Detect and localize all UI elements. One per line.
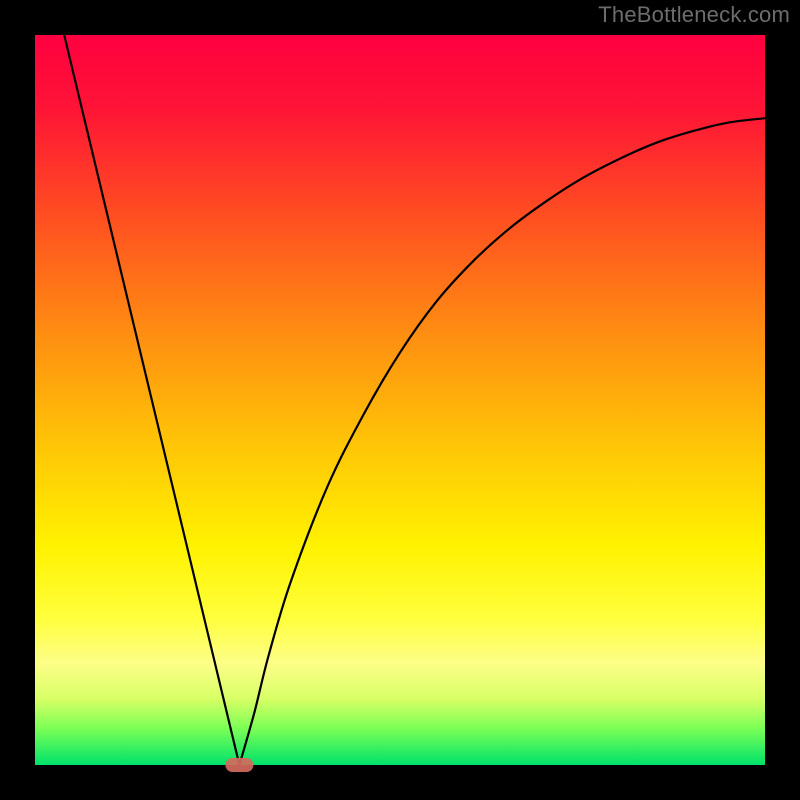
figure-container: TheBottleneck.com <box>0 0 800 800</box>
watermark-text: TheBottleneck.com <box>598 2 790 28</box>
plot-panel <box>35 35 765 765</box>
vertex-marker <box>225 758 253 772</box>
bottleneck-chart <box>0 0 800 800</box>
